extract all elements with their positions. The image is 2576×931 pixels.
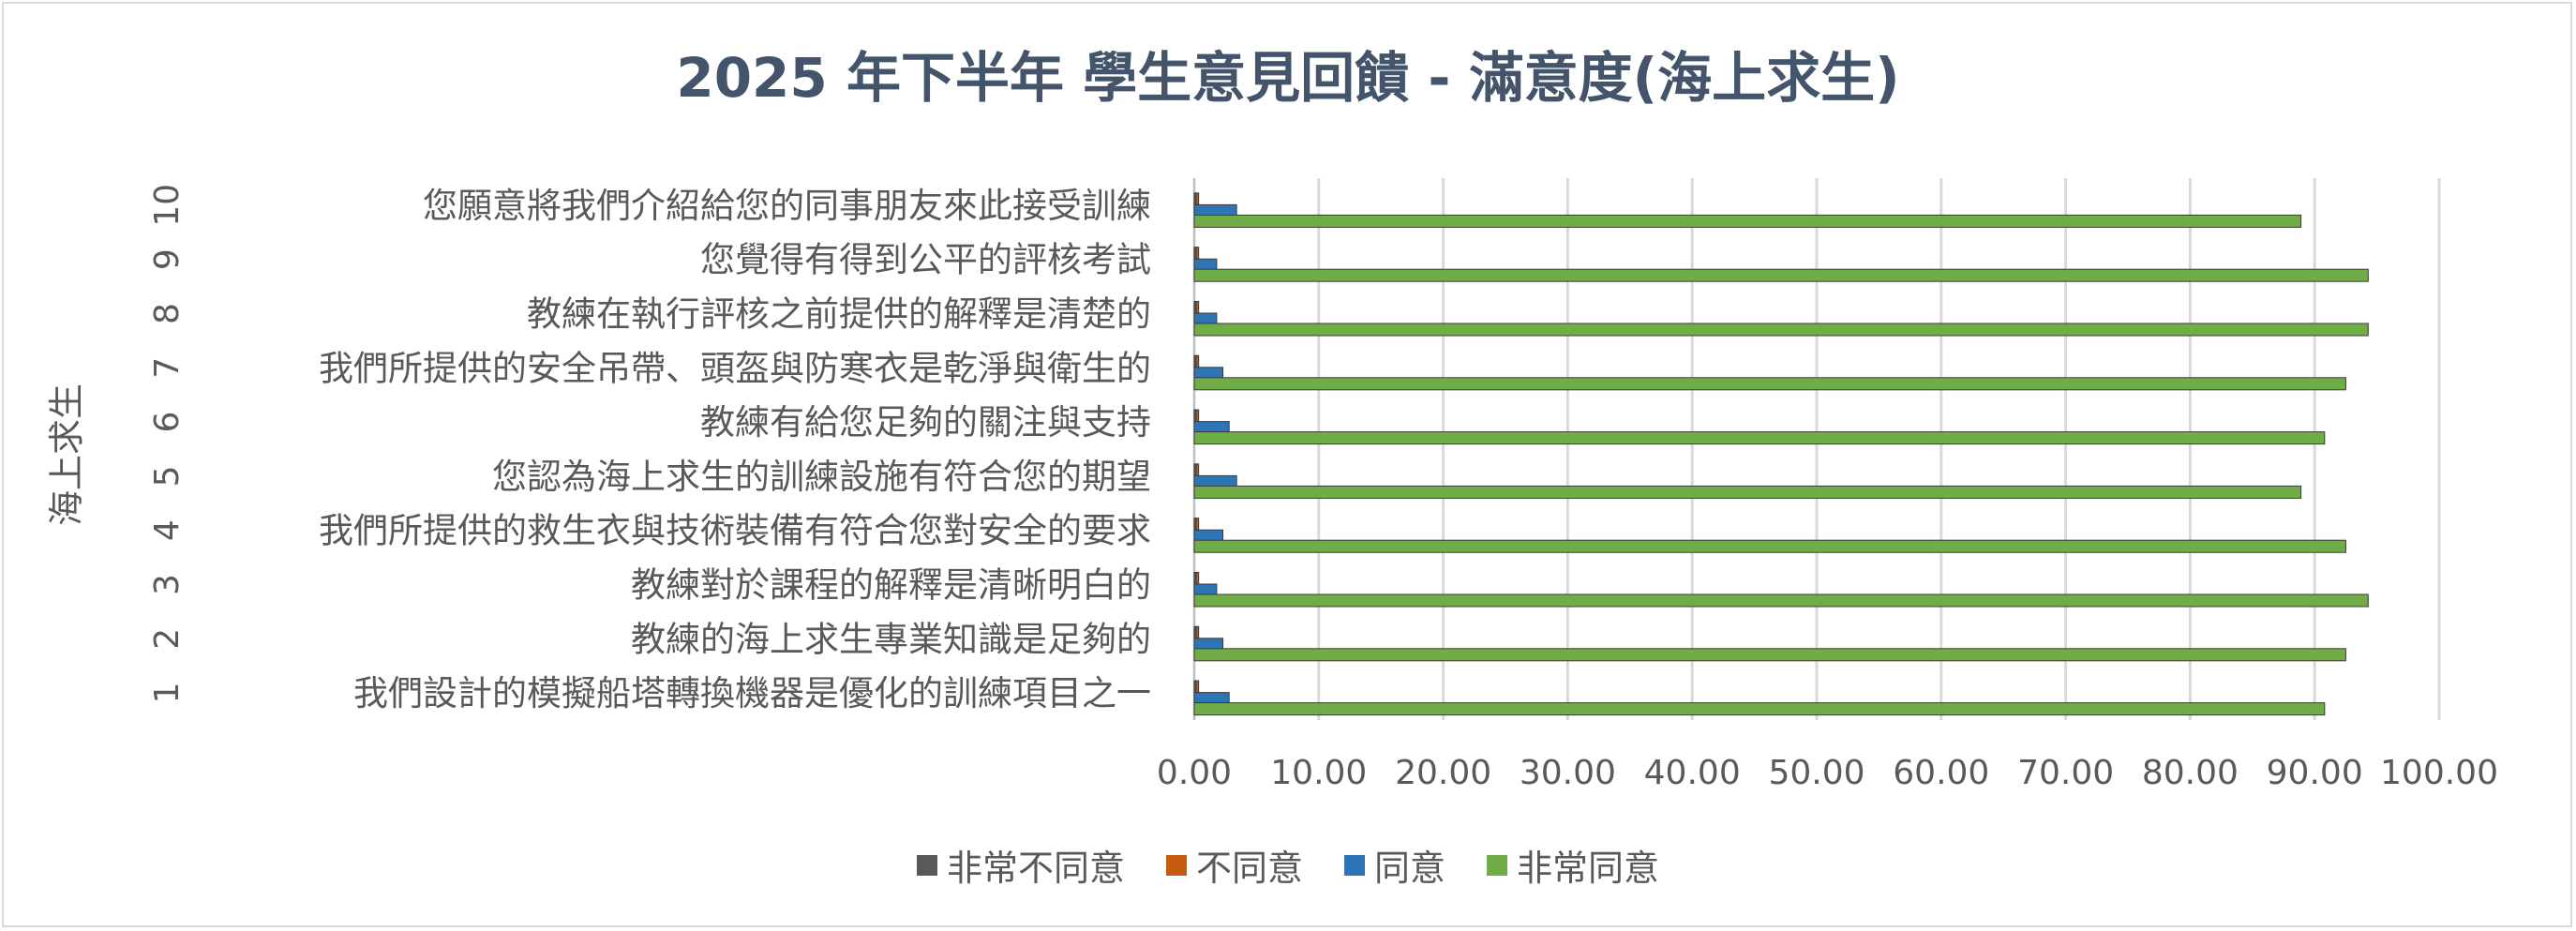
legend-item: 同意 [1344,839,1445,891]
category-number: 8 [148,303,187,324]
bar [1193,702,2326,716]
gridlines [1192,178,2441,720]
category-number: 10 [148,184,187,227]
category-label: 教練在執行評核之前提供的解釋是清楚的 [527,294,1151,335]
legend-label: 非常同意 [1517,848,1660,889]
category-label: 我們所提供的安全吊帶、頭盔與防寒衣是乾淨與衛生的 [319,348,1151,388]
x-tick-label: 100.00 [2380,754,2498,792]
legend-swatch [1487,854,1508,876]
x-tick-labels: 0.00 10.00 20.00 30.00 40.00 50.00 60.00 70.00 8… [1157,754,2498,792]
bar [1193,485,2302,499]
bar [1193,539,2346,553]
bar [1193,214,2302,228]
bar [1193,377,2346,391]
legend-swatch [916,854,937,876]
y-axis-title: 海上求生 [46,383,87,526]
category-label: 教練的海上求生專業知識是足夠的 [631,619,1151,659]
legend: 非常不同意 不同意 同意 非常同意 [0,839,2576,891]
x-tick-label: 90.00 [2267,754,2363,792]
x-tick-label: 70.00 [2017,754,2114,792]
category-label: 教練對於課程的解釋是清晰明白的 [631,565,1151,606]
bar [1193,268,2369,282]
category-label: 您認為海上求生的訓練設施有符合您的期望 [492,457,1151,497]
legend-swatch [1344,854,1365,876]
category-number: 4 [148,519,187,541]
bar [1193,431,2326,445]
legend-label: 同意 [1374,848,1446,889]
legend-swatch [1165,854,1187,876]
bar [1193,648,2346,662]
x-tick-label: 40.00 [1644,754,1741,792]
category-label: 我們所提供的救生衣與技術裝備有符合您對安全的要求 [319,511,1151,551]
x-tick-label: 30.00 [1520,754,1616,792]
x-tick-label: 10.00 [1270,754,1367,792]
category-label: 您願意將我們介紹給您的同事朋友來此接受訓練 [423,186,1151,226]
category-label: 教練有給您足夠的關注與支持 [700,402,1151,443]
category-label: 您覺得有得到公平的評核考試 [700,240,1151,280]
legend-item: 不同意 [1165,839,1303,891]
category-labels: 我們設計的模擬船塔轉換機器是優化的訓練項目之一 1 教練的海上求生專業知識是足夠的 2… [148,184,1151,713]
x-tick-label: 80.00 [2142,754,2239,792]
category-number: 5 [148,465,187,487]
x-tick-label: 60.00 [1893,754,1989,792]
legend-item: 非常同意 [1487,839,1659,891]
bars [1193,192,2369,716]
bar [1193,593,2369,608]
legend-item: 非常不同意 [916,839,1125,891]
x-tick-label: 0.00 [1157,754,1232,792]
category-number: 9 [148,248,187,270]
legend-label: 不同意 [1195,848,1303,889]
category-number: 7 [148,357,187,379]
bar [1193,323,2369,337]
legend-label: 非常不同意 [946,848,1125,889]
category-number: 6 [148,412,187,433]
x-tick-label: 50.00 [1768,754,1865,792]
category-number: 1 [148,683,187,704]
category-number: 3 [148,574,187,595]
chart-title: 2025 年下半年 學生意見回饋 - 滿意度(海上求生) [676,46,1900,110]
x-tick-label: 20.00 [1395,754,1491,792]
category-number: 2 [148,628,187,650]
category-label: 我們設計的模擬船塔轉換機器是優化的訓練項目之一 [353,673,1151,713]
